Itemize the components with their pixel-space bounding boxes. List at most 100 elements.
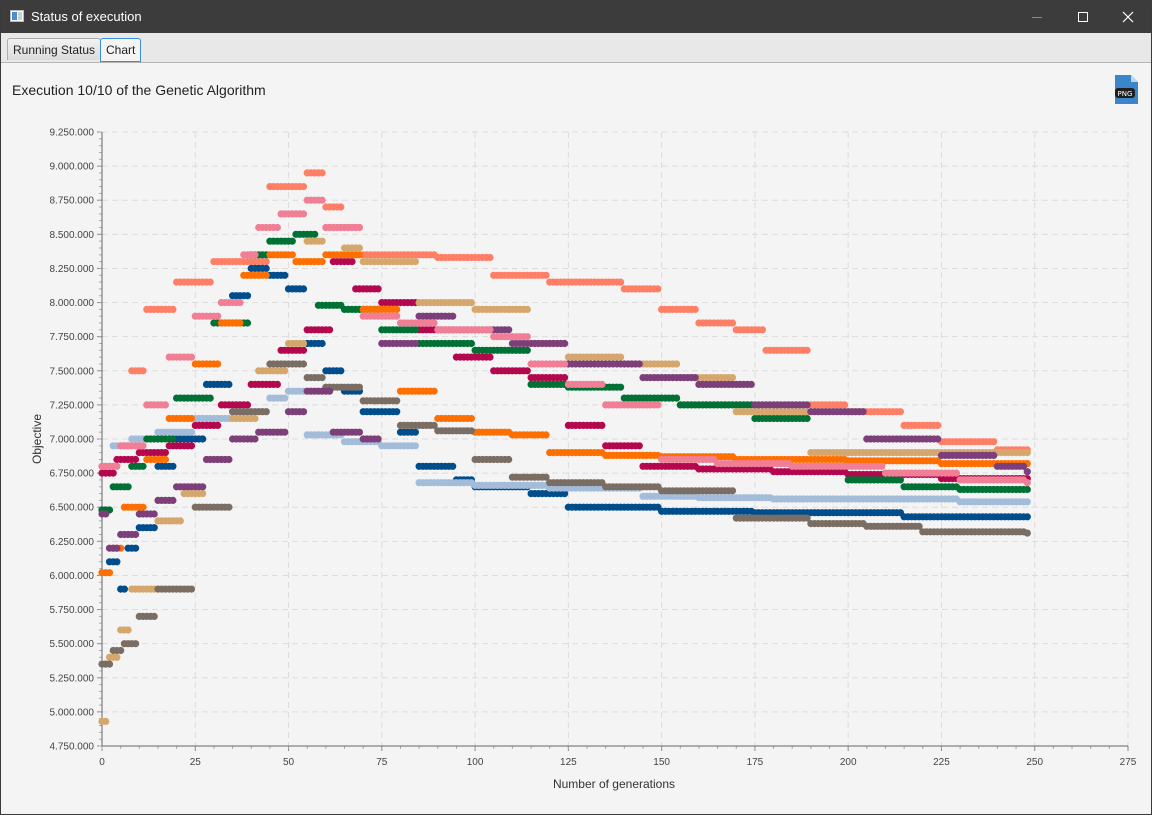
data-point <box>318 196 326 204</box>
data-point <box>393 305 401 313</box>
data-point <box>139 503 147 511</box>
y-tick-label: 7.000.000 <box>50 435 95 446</box>
export-png-button[interactable]: PNG <box>1114 74 1139 105</box>
y-tick-label: 8.750.000 <box>50 196 95 207</box>
data-point <box>355 428 363 436</box>
data-point <box>934 421 942 429</box>
chart-grid <box>102 131 1129 746</box>
y-tick-label: 5.000.000 <box>50 707 95 718</box>
series-8 <box>98 360 1031 668</box>
data-point <box>990 451 998 459</box>
data-point <box>206 278 214 286</box>
data-point <box>262 408 270 416</box>
data-point <box>467 339 475 348</box>
series-4 <box>98 258 1031 483</box>
data-point <box>199 483 207 491</box>
y-axis-label: Objective <box>30 414 44 464</box>
data-point <box>1023 468 1031 476</box>
y-tick-label: 5.750.000 <box>50 605 95 616</box>
data-point <box>467 427 475 435</box>
data-point <box>654 285 662 293</box>
data-point <box>896 476 905 484</box>
tab-chart[interactable]: Chart <box>100 38 142 62</box>
data-point <box>505 455 513 464</box>
data-point <box>617 383 625 391</box>
data-point <box>934 435 942 443</box>
data-point <box>430 387 438 395</box>
data-point <box>617 353 625 361</box>
data-point <box>124 626 132 634</box>
data-point <box>273 380 281 388</box>
data-point <box>161 401 169 409</box>
data-point <box>318 258 326 266</box>
y-tick-label: 6.500.000 <box>50 503 95 514</box>
data-point <box>505 326 513 334</box>
data-point <box>102 510 110 518</box>
minimize-button[interactable] <box>1014 1 1060 33</box>
data-point <box>411 339 419 348</box>
data-point <box>673 360 681 368</box>
x-tick-label: 125 <box>560 757 577 768</box>
close-button[interactable] <box>1105 1 1151 33</box>
title-bar[interactable]: Status of execution <box>1 1 1151 33</box>
data-point <box>281 428 289 436</box>
data-point <box>758 326 767 334</box>
data-point <box>318 169 326 177</box>
data-point <box>318 374 326 382</box>
data-point <box>299 210 308 218</box>
data-point <box>355 383 363 391</box>
data-point <box>262 264 270 272</box>
data-point <box>109 469 117 477</box>
data-point <box>225 503 233 511</box>
maximize-button[interactable] <box>1060 1 1106 33</box>
series-2 <box>98 264 1031 593</box>
data-point <box>243 319 252 327</box>
data-point <box>728 374 737 382</box>
data-point <box>542 431 550 439</box>
data-point <box>728 487 737 495</box>
y-tick-label: 9.000.000 <box>50 162 95 173</box>
data-point <box>411 428 419 436</box>
data-point <box>187 353 196 361</box>
data-point <box>288 251 296 259</box>
objective-chart: 0 25 50 75 100 125 150 175 200 225 250 275 4.750.000… <box>30 128 1137 792</box>
y-tick-label: 7.250.000 <box>50 400 95 411</box>
close-icon <box>1122 11 1134 23</box>
data-point <box>326 387 334 395</box>
x-axis-label: Number of generations <box>553 777 675 791</box>
data-point <box>102 717 110 726</box>
data-point <box>225 455 233 464</box>
y-tick-label: 8.250.000 <box>50 264 95 275</box>
data-point <box>337 367 345 375</box>
data-point <box>803 514 811 522</box>
tab-running-status[interactable]: Running Status <box>7 38 102 60</box>
data-point <box>1023 485 1031 494</box>
data-point <box>139 442 147 450</box>
data-point <box>169 462 177 470</box>
data-point <box>117 646 125 655</box>
data-point <box>523 346 531 354</box>
y-tick-label: 5.500.000 <box>50 639 95 650</box>
series-6 <box>98 251 1031 577</box>
data-point <box>1023 479 1031 487</box>
data-point <box>747 380 755 388</box>
data-point <box>299 339 308 348</box>
data-point <box>598 421 606 429</box>
data-point <box>281 394 289 402</box>
data-point <box>187 428 196 436</box>
data-point <box>430 421 438 429</box>
chart-axes <box>97 131 1129 751</box>
data-point <box>251 435 259 443</box>
x-tick-label: 25 <box>190 757 202 768</box>
data-point <box>523 367 531 375</box>
data-point <box>803 346 811 354</box>
data-point <box>1023 449 1031 457</box>
y-tick-label: 6.750.000 <box>50 469 95 480</box>
data-point <box>150 510 158 518</box>
data-point <box>311 230 319 238</box>
png-label: PNG <box>1118 90 1133 98</box>
data-point <box>273 223 281 232</box>
data-point <box>132 455 140 464</box>
data-point <box>393 312 401 320</box>
x-tick-label: 75 <box>376 757 388 768</box>
